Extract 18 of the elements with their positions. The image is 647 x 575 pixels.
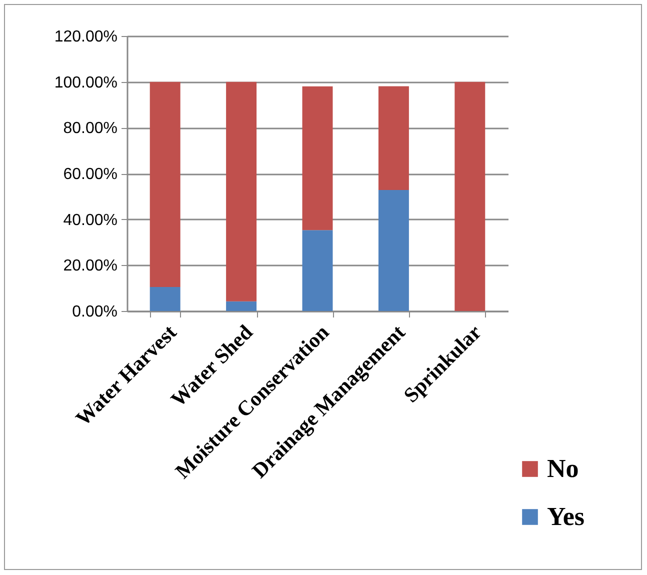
- legend-label: No: [547, 454, 579, 483]
- bar: [150, 82, 180, 287]
- y-tick-label: 20.00%: [63, 258, 118, 275]
- bar: [302, 230, 333, 311]
- bar: [378, 86, 409, 190]
- bar: [378, 190, 409, 311]
- bar: [454, 82, 486, 311]
- bar: [302, 86, 333, 230]
- y-tick-label: 80.00%: [63, 120, 118, 138]
- y-tick-label: 40.00%: [63, 212, 118, 229]
- legend-label: Yes: [547, 502, 585, 531]
- bar: [226, 301, 257, 311]
- y-tick-label: 60.00%: [63, 166, 118, 183]
- y-tick-label: 120.00%: [54, 28, 118, 46]
- bar: [150, 286, 180, 311]
- y-tick-label: 100.00%: [54, 74, 118, 92]
- y-tick-label: 0.00%: [72, 304, 118, 320]
- bar: [226, 82, 257, 302]
